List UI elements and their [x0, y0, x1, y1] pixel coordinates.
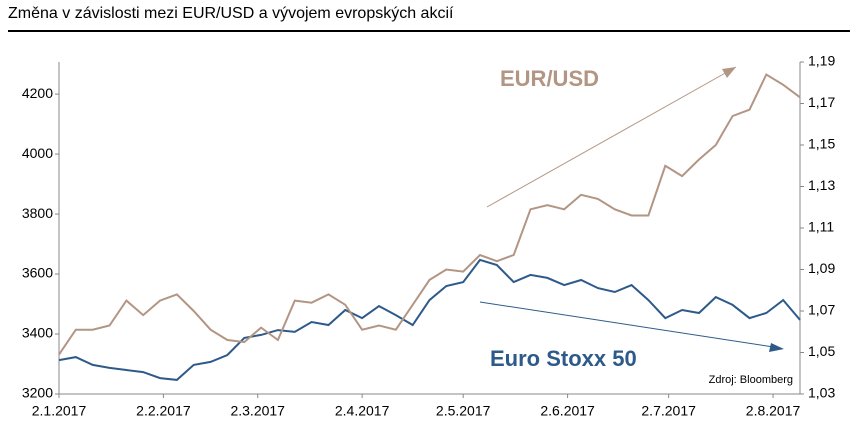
series-line [58, 258, 801, 381]
annotation: Euro Stoxx 50 [490, 346, 637, 371]
chart-title: Změna v závislosti mezi EUR/USD a vývoje… [8, 5, 454, 22]
y-tick-label: 3800 [22, 205, 53, 221]
y2-tick-label: 1,13 [808, 177, 835, 193]
x-tick-label: 2.2.2017 [136, 403, 191, 419]
source-note: Zdroj: Bloomberg [709, 374, 793, 386]
trend-arrow [486, 66, 737, 208]
y2-tick-label: 1,05 [808, 343, 835, 359]
series-line [58, 73, 801, 356]
y2-tick-label: 1,03 [808, 385, 835, 401]
y2-tick-label: 1,19 [808, 53, 835, 69]
x-tick-label: 2.8.2017 [746, 403, 801, 419]
annotation: EUR/USD [500, 66, 599, 91]
y2-tick-label: 1,15 [808, 136, 835, 152]
x-tick-label: 2.1.2017 [32, 403, 87, 419]
y-tick-label: 3200 [22, 385, 53, 401]
trend-arrow [479, 301, 781, 349]
y-tick-label: 4200 [22, 85, 53, 101]
y-tick-label: 3600 [22, 265, 53, 281]
arrow-head [722, 67, 736, 78]
y-tick-label: 4000 [22, 145, 53, 161]
y2-tick-label: 1,09 [808, 260, 835, 276]
y2-tick-label: 1,11 [808, 219, 834, 235]
y2-tick-label: 1,07 [808, 302, 835, 318]
y2-tick-label: 1,17 [808, 94, 835, 110]
x-tick-label: 2.5.2017 [436, 403, 491, 419]
arrow-head [769, 343, 784, 352]
x-tick-label: 2.7.2017 [641, 403, 696, 419]
x-tick-label: 2.4.2017 [335, 403, 390, 419]
x-tick-label: 2.6.2017 [540, 403, 595, 419]
x-tick-label: 2.3.2017 [230, 403, 285, 419]
y-tick-label: 3400 [22, 325, 53, 341]
